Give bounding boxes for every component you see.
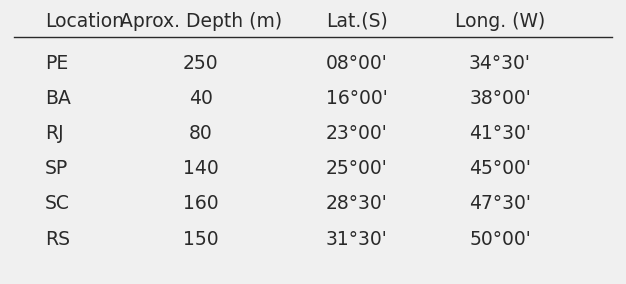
Text: 160: 160 <box>183 194 218 213</box>
Text: 34°30': 34°30' <box>469 54 531 73</box>
Text: RS: RS <box>45 229 70 248</box>
Text: 28°30': 28°30' <box>326 194 387 213</box>
Text: Long. (W): Long. (W) <box>455 12 545 31</box>
Text: 250: 250 <box>183 54 218 73</box>
Text: 31°30': 31°30' <box>326 229 387 248</box>
Text: SC: SC <box>45 194 70 213</box>
Text: Aprox. Depth (m): Aprox. Depth (m) <box>120 12 282 31</box>
Text: 50°00': 50°00' <box>469 229 531 248</box>
Text: 140: 140 <box>183 159 218 178</box>
Text: RJ: RJ <box>45 124 64 143</box>
Text: PE: PE <box>45 54 68 73</box>
Text: 08°00': 08°00' <box>326 54 387 73</box>
Text: 25°00': 25°00' <box>326 159 387 178</box>
Text: 23°00': 23°00' <box>326 124 387 143</box>
Text: 40: 40 <box>189 89 213 108</box>
Text: SP: SP <box>45 159 68 178</box>
Text: 45°00': 45°00' <box>469 159 531 178</box>
Text: 41°30': 41°30' <box>469 124 531 143</box>
Text: 150: 150 <box>183 229 218 248</box>
Text: Lat.(S): Lat.(S) <box>326 12 387 31</box>
Text: 38°00': 38°00' <box>469 89 531 108</box>
Text: 80: 80 <box>189 124 213 143</box>
Text: 16°00': 16°00' <box>326 89 387 108</box>
Text: 47°30': 47°30' <box>469 194 531 213</box>
Text: BA: BA <box>45 89 71 108</box>
Text: Location: Location <box>45 12 124 31</box>
